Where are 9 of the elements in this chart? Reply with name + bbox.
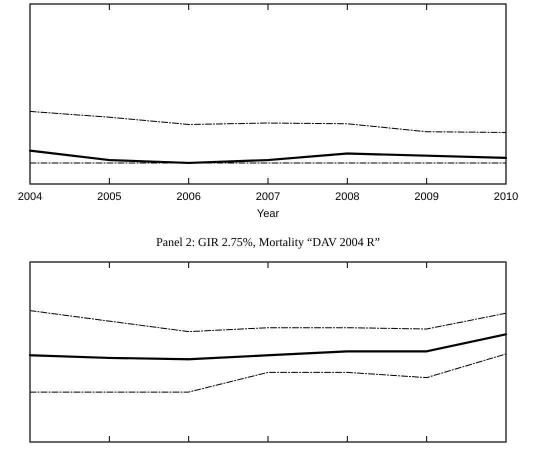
x-tick-label: 2007 [256, 191, 280, 203]
x-tick-label: 2010 [494, 191, 518, 203]
x-tick-label: 2009 [414, 191, 439, 203]
chart-title: Panel 2: GIR 2.75%, Mortality “DAV 2004 R” [156, 235, 380, 249]
x-axis-title: Year [256, 208, 280, 220]
x-tick-label: 2004 [18, 191, 42, 203]
x-tick-label: 2005 [97, 191, 122, 203]
x-tick-label: 2006 [176, 191, 201, 203]
x-tick-label: 2008 [335, 191, 360, 203]
